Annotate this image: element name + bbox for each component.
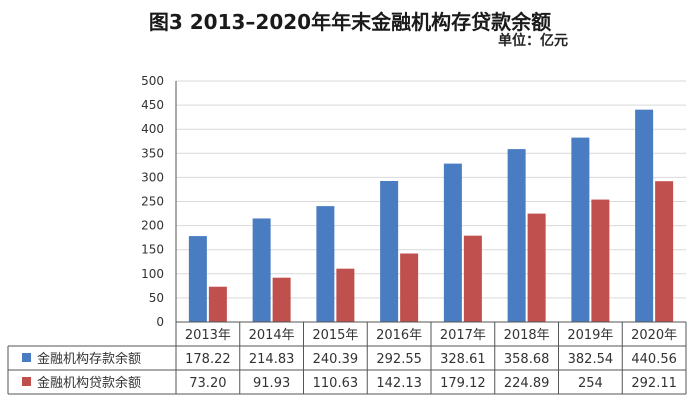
- x-tick-label: 2016年: [376, 328, 422, 343]
- bar-loan: [208, 286, 227, 322]
- data-label: 179.12: [440, 376, 486, 391]
- bar-loan: [272, 277, 291, 322]
- data-label: 292.11: [631, 376, 677, 391]
- data-label: 358.68: [504, 352, 550, 367]
- bar-loan: [527, 213, 546, 322]
- unit-label: 单位：亿元: [498, 33, 568, 49]
- y-tick-label: 350: [141, 146, 164, 160]
- bar-deposit: [571, 137, 590, 322]
- grid-lines: [176, 80, 686, 299]
- y-tick-label: 100: [141, 267, 164, 281]
- data-label: 110.63: [313, 376, 359, 391]
- data-label: 240.39: [313, 352, 359, 367]
- bar-deposit: [252, 218, 271, 322]
- y-tick-label: 400: [141, 122, 164, 136]
- bars: [188, 109, 674, 322]
- data-label: 382.54: [568, 352, 614, 367]
- y-axis: 0 50 100 150 200 250 300 350 400 450 500: [141, 74, 164, 329]
- x-tick-label: 2017年: [440, 328, 486, 343]
- bar-loan: [655, 181, 674, 322]
- bar-deposit: [316, 206, 335, 322]
- x-tick-label: 2018年: [504, 328, 550, 343]
- y-tick-label: 50: [149, 291, 164, 305]
- x-tick-label: 2013年: [185, 328, 231, 343]
- data-label: 214.83: [249, 352, 295, 367]
- x-tick-label: 2019年: [567, 328, 613, 343]
- y-tick-label: 250: [141, 195, 164, 209]
- y-tick-label: 150: [141, 243, 164, 257]
- legend-label: 金融机构存款余额: [37, 351, 141, 367]
- legend-swatch: [22, 353, 31, 362]
- bar-deposit: [380, 180, 399, 322]
- legend-label: 金融机构贷款余额: [37, 375, 141, 391]
- y-tick-label: 200: [141, 219, 164, 233]
- chart-title: 图3 2013–2020年年末金融机构存贷款余额: [148, 10, 552, 34]
- data-label: 292.55: [376, 352, 422, 367]
- bar-deposit: [188, 236, 207, 322]
- data-table: 2013年 2014年 2015年 2016年 2017年 2018年 2019年 2020年…: [7, 81, 687, 395]
- x-tick-label: 2015年: [312, 328, 358, 343]
- bar-loan: [591, 199, 610, 322]
- legend-swatch: [22, 377, 31, 386]
- data-label: 224.89: [504, 376, 550, 391]
- bar-deposit: [635, 109, 654, 322]
- data-label: 73.20: [189, 376, 226, 391]
- x-tick-label: 2020年: [631, 328, 677, 343]
- data-label: 254: [578, 376, 603, 391]
- data-label: 440.56: [631, 352, 677, 367]
- data-label: 142.13: [376, 376, 422, 391]
- bar-loan: [463, 235, 482, 322]
- y-tick-label: 0: [156, 315, 164, 329]
- data-label: 328.61: [440, 352, 486, 367]
- x-tick-label: 2014年: [249, 328, 295, 343]
- y-tick-label: 300: [141, 170, 164, 184]
- data-label: 91.93: [253, 376, 290, 391]
- bar-loan: [400, 253, 419, 322]
- bar-deposit: [443, 163, 462, 322]
- bar-loan: [336, 268, 355, 322]
- bar-deposit: [507, 149, 526, 322]
- data-label: 178.22: [185, 352, 231, 367]
- y-tick-label: 450: [141, 98, 164, 112]
- y-tick-label: 500: [141, 74, 164, 88]
